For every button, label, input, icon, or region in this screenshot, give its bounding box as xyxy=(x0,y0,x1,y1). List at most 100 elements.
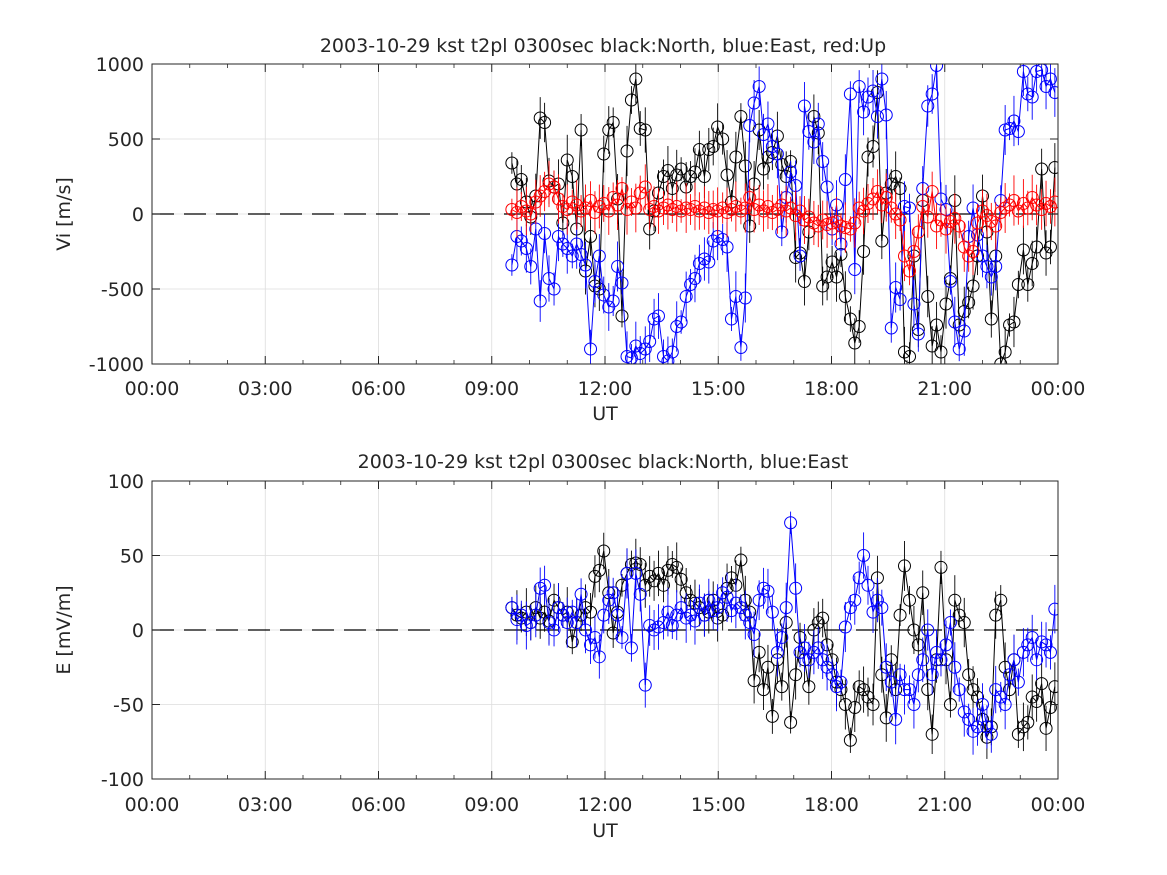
efield-series-clip xyxy=(505,511,1058,759)
efield-data-point-east xyxy=(542,616,556,630)
velocity-data-point-east xyxy=(588,275,602,288)
velocity-data-point-north xyxy=(857,245,871,258)
efield-data-point-east xyxy=(1007,653,1021,667)
efield-data-point-north xyxy=(816,611,830,625)
efield-data-point-east xyxy=(679,611,693,625)
velocity-data-point-east xyxy=(989,260,1003,273)
efield-x-tick-labels: 00:00 03:00 06:00 09:00 12:00 15:00 18:00 21:00… xyxy=(125,794,1086,816)
velocity-data-point-north xyxy=(884,177,898,191)
efield-data-point-north xyxy=(857,683,871,697)
velocity-data-point-east xyxy=(943,275,957,288)
velocity-data-point-up xyxy=(998,201,1012,215)
velocity-data-point-north xyxy=(848,336,862,350)
efield-data-point-east xyxy=(825,668,839,682)
efield-data-point-east xyxy=(661,605,675,619)
velocity-data-point-up xyxy=(519,204,533,218)
velocity-data-point-east xyxy=(811,117,825,131)
efield-data-point-east xyxy=(670,608,684,622)
velocity-data-point-east xyxy=(734,341,748,354)
velocity-data-point-north xyxy=(1016,243,1030,257)
efield-data-point-north xyxy=(1035,677,1049,691)
velocity-data-point-east xyxy=(716,233,730,246)
efield-data-point-east xyxy=(820,660,834,674)
velocity-data-point-east xyxy=(514,234,528,248)
velocity-data-point-east xyxy=(615,276,629,290)
efield-data-point-east xyxy=(720,590,734,604)
velocity-data-point-east xyxy=(597,288,611,302)
efield-y-tick-label: 50 xyxy=(120,546,144,568)
velocity-data-point-north xyxy=(925,339,939,353)
efield-data-point-east xyxy=(897,683,911,697)
efield-data-point-east xyxy=(962,712,976,726)
velocity-data-point-north xyxy=(565,170,579,183)
velocity-data-point-east xyxy=(820,180,834,194)
velocity-data-point-east xyxy=(889,281,903,294)
efield-data-point-east xyxy=(848,593,862,607)
efield-x-tick-label: 12:00 xyxy=(578,794,633,816)
efield-y-tick-labels: 100 50 0 -50 -100 xyxy=(101,471,144,791)
efield-data-point-north xyxy=(752,645,766,659)
efield-data-point-east xyxy=(1048,602,1058,616)
velocity-series-clip xyxy=(505,64,1058,364)
velocity-data-point-east xyxy=(611,260,625,273)
velocity-data-point-east xyxy=(697,252,711,266)
efield-data-point-north xyxy=(651,566,665,580)
velocity-data-point-up xyxy=(638,180,652,194)
efield-data-point-east xyxy=(570,616,584,630)
velocity-data-point-up xyxy=(870,185,884,198)
velocity-data-point-up xyxy=(747,203,761,216)
velocity-data-point-up xyxy=(916,200,930,213)
efield-data-point-north xyxy=(1021,715,1035,729)
velocity-data-point-north xyxy=(1035,162,1049,176)
efield-data-point-east xyxy=(551,601,565,615)
velocity-data-point-east xyxy=(743,119,757,132)
velocity-data-point-east xyxy=(1021,87,1035,101)
velocity-data-point-up xyxy=(830,215,844,228)
velocity-data-point-east xyxy=(884,321,898,335)
velocity-data-point-up xyxy=(966,245,980,258)
efield-data-point-east xyxy=(747,627,761,641)
efield-data-point-east xyxy=(1003,668,1017,682)
efield-data-point-east xyxy=(816,653,830,667)
efield-data-point-east xyxy=(529,608,543,622)
velocity-data-point-north xyxy=(1021,278,1035,291)
velocity-data-point-north xyxy=(665,182,679,195)
velocity-data-point-up xyxy=(574,204,588,218)
efield-data-point-east xyxy=(588,630,602,644)
velocity-data-point-east xyxy=(848,263,862,276)
velocity-data-point-up xyxy=(793,204,807,218)
velocity-data-point-east xyxy=(702,255,716,269)
efield-data-point-east xyxy=(1011,675,1025,689)
efield-data-point-east xyxy=(970,720,984,734)
efield-y-tick-label: -100 xyxy=(101,769,144,791)
efield-data-point-north xyxy=(943,698,957,711)
velocity-data-point-east xyxy=(907,297,921,311)
efield-data-point-north xyxy=(861,690,875,704)
velocity-data-point-east xyxy=(556,237,570,251)
velocity-data-point-east xyxy=(638,342,652,356)
velocity-y-tick-label: 500 xyxy=(108,129,144,151)
velocity-x-tick-label: 09:00 xyxy=(464,378,519,400)
efield-data-point-north xyxy=(843,733,857,747)
efield-data-point-north xyxy=(734,553,748,567)
efield-data-point-north xyxy=(674,572,688,586)
velocity-data-point-east xyxy=(688,272,702,285)
velocity-data-point-up xyxy=(620,203,634,216)
velocity-data-point-up xyxy=(848,216,862,230)
velocity-x-tick-label: 00:00 xyxy=(125,378,180,400)
velocity-data-point-up xyxy=(702,206,716,219)
efield-data-point-east xyxy=(879,660,893,674)
velocity-data-point-up xyxy=(943,215,957,228)
efield-y-tick-label: -50 xyxy=(113,695,144,717)
velocity-data-point-east xyxy=(657,350,671,363)
velocity-data-point-up xyxy=(857,204,871,218)
efield-data-point-east xyxy=(852,571,866,585)
velocity-data-point-up xyxy=(615,182,629,195)
velocity-data-point-east xyxy=(797,99,811,113)
velocity-data-point-north xyxy=(1048,161,1058,174)
efield-data-point-east xyxy=(770,645,784,659)
efield-data-point-east xyxy=(519,619,533,633)
efield-data-point-north xyxy=(966,683,980,697)
efield-data-point-east xyxy=(857,549,871,562)
velocity-data-point-up xyxy=(816,213,830,227)
